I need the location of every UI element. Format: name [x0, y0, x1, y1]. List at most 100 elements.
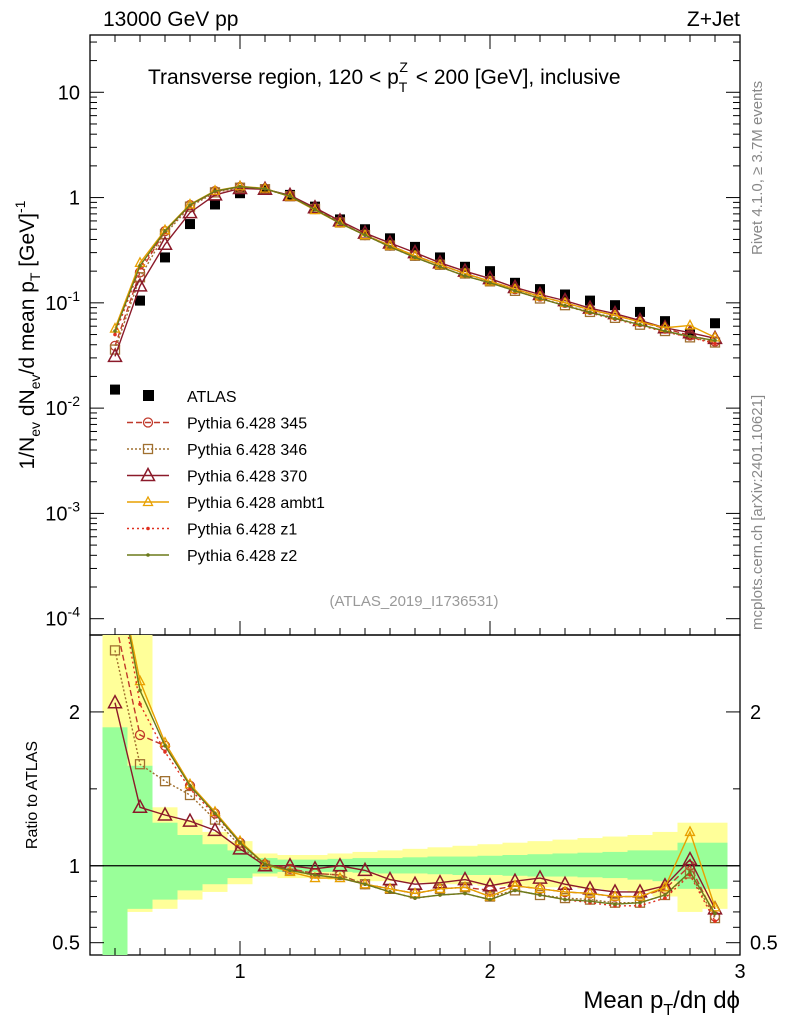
- ratio-point: [684, 868, 696, 879]
- data-point-atlas: [535, 284, 545, 295]
- data-point: [688, 334, 692, 339]
- data-point-atlas: [435, 252, 445, 263]
- ratio-point: [188, 787, 192, 791]
- ratio-band-green: [152, 822, 178, 900]
- legend-entry: Pythia 6.428 346: [127, 442, 307, 459]
- legend-marker: [142, 417, 154, 428]
- data-point: [234, 179, 246, 191]
- ratio-point: [609, 890, 621, 901]
- data-point: [388, 245, 392, 249]
- legend-entry: Pythia 6.428 345: [127, 416, 307, 433]
- data-point: [182, 204, 198, 219]
- ratio-point: [163, 750, 167, 754]
- series-line: [114, 187, 716, 350]
- ratio-point: [157, 806, 173, 821]
- ratio-point: [713, 911, 717, 916]
- data-point: [384, 239, 396, 250]
- ratio-point: [163, 743, 167, 748]
- data-point-atlas: [385, 233, 395, 244]
- data-point: [259, 182, 271, 193]
- data-point: [438, 264, 442, 269]
- ratio-point: [332, 857, 348, 872]
- ratio-band-green: [627, 850, 653, 880]
- ratio-point: [388, 890, 392, 894]
- ratio-point: [684, 825, 696, 837]
- series-line: [114, 185, 716, 338]
- ratio-point: [109, 645, 121, 656]
- data-point: [463, 274, 467, 278]
- ratio-series-layer: [107, 553, 723, 924]
- ratio-point: [434, 882, 446, 893]
- ratio-band-green: [102, 727, 128, 955]
- ratio-y-tick-label-right: 0.5: [750, 933, 778, 955]
- legend-entry: Pythia 6.428 z2: [127, 548, 297, 565]
- data-point: [309, 203, 321, 215]
- data-point-atlas: [460, 261, 470, 272]
- ratio-band-green: [177, 835, 203, 891]
- data-point-atlas: [110, 384, 120, 395]
- data-point: [138, 263, 142, 268]
- ratio-point: [159, 776, 171, 787]
- legend-label: Pythia 6.428 346: [187, 442, 307, 459]
- legend-label: Pythia 6.428 ambt1: [187, 495, 325, 512]
- ratio-series-pythia-6.428-z2: [113, 556, 717, 916]
- data-point: [488, 281, 492, 285]
- ratio-point: [584, 887, 596, 898]
- legend-marker-atlas: [143, 390, 154, 401]
- legend-label: ATLAS: [187, 389, 237, 406]
- data-point: [263, 187, 267, 191]
- data-point: [132, 277, 148, 292]
- data-point-atlas: [685, 329, 695, 340]
- data-point: [713, 338, 717, 343]
- series-pythia-6.428-346: [109, 182, 721, 355]
- ratio-point: [438, 893, 442, 897]
- ratio-point: [357, 861, 373, 877]
- legend: ATLAS Pythia 6.428 345 Pythia 6.428 346 Pyt…: [127, 389, 325, 565]
- ratio-point: [463, 891, 467, 896]
- ratio-point: [538, 893, 542, 897]
- ratio-point: [613, 902, 617, 907]
- ratio-point: [663, 893, 667, 897]
- ratio-band-green: [577, 852, 603, 878]
- ratio-point: [188, 783, 192, 788]
- ratio-point: [213, 811, 217, 816]
- ratio-point: [111, 553, 120, 562]
- y-tick-label: 10-3: [45, 498, 80, 525]
- legend-label: Pythia 6.428 345: [187, 416, 307, 433]
- data-point: [613, 316, 617, 321]
- data-point: [538, 296, 542, 301]
- data-point: [638, 322, 642, 327]
- ratio-point: [113, 556, 117, 560]
- ratio-point: [207, 821, 223, 837]
- ratio-band-green: [202, 844, 228, 885]
- ratio-point: [713, 919, 717, 923]
- y-tick-label: 10-2: [45, 393, 80, 420]
- data-point-atlas: [160, 252, 170, 263]
- legend-entry: Pythia 6.428 z1: [127, 522, 297, 539]
- ratio-point: [488, 897, 492, 902]
- y-axis-label-ratio: Ratio to ATLAS: [24, 741, 41, 849]
- ratio-point: [659, 880, 671, 892]
- ratio-point: [459, 880, 471, 892]
- ratio-point: [557, 875, 573, 890]
- ratio-y-tick-label: 0.5: [52, 933, 80, 955]
- svg-text:1/Nev dNev/d mean pT [GeV]-1: 1/Nev dNev/d mean pT [GeV]-1: [12, 200, 43, 469]
- data-point: [163, 229, 167, 233]
- ratio-band-green: [127, 765, 153, 909]
- ratio-point: [209, 808, 221, 819]
- ratio-point: [638, 900, 642, 905]
- series-atlas: [110, 184, 720, 395]
- data-point: [307, 199, 323, 214]
- ratio-point: [559, 885, 571, 897]
- data-point: [157, 235, 173, 251]
- data-point: [209, 184, 221, 195]
- legend-marker: [142, 443, 154, 455]
- ratio-point: [238, 840, 242, 845]
- legend-label: Pythia 6.428 370: [187, 469, 307, 486]
- ratio-point: [413, 896, 417, 900]
- data-point: [513, 289, 517, 293]
- data-point-atlas: [210, 199, 220, 210]
- ratio-point: [132, 798, 148, 814]
- ratio-point: [313, 873, 317, 877]
- ratio-point: [134, 759, 146, 770]
